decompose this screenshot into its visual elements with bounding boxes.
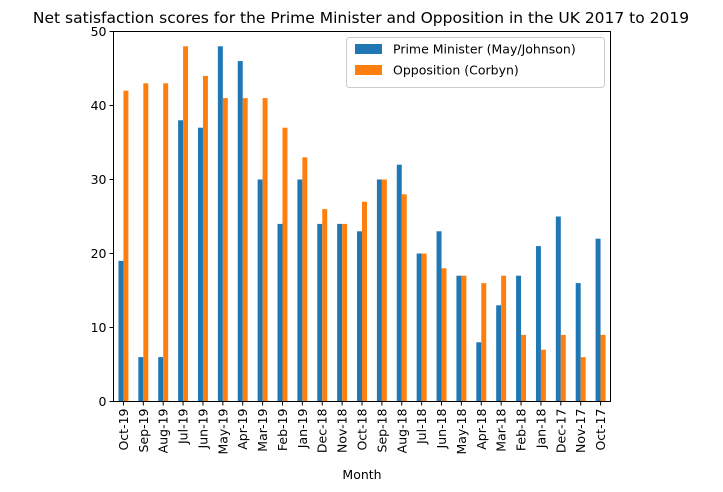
bar-opposition-apr-19 — [242, 98, 248, 402]
bar-opposition-sep-19 — [143, 83, 149, 402]
x-tick-label: Jan-18 — [533, 408, 548, 449]
bar-opposition-nov-17 — [580, 357, 586, 402]
x-tick-label: Oct-18 — [355, 408, 370, 450]
x-tick-label: Mar-18 — [494, 408, 509, 451]
bar-prime-minister-apr-19 — [237, 61, 243, 402]
bar-opposition-feb-18 — [521, 334, 527, 402]
y-axis: 0 10 20 30 40 50 — [91, 24, 114, 409]
x-tick-label: May-18 — [454, 408, 469, 454]
y-tick-label: 40 — [91, 98, 107, 113]
x-tick-label: Jul-18 — [414, 408, 429, 445]
bar-opposition-aug-18 — [401, 194, 407, 402]
bar-prime-minister-dec-17 — [555, 216, 561, 402]
bar-prime-minister-feb-19 — [277, 223, 283, 402]
y-tick-label: 0 — [99, 394, 107, 409]
bar-opposition-feb-19 — [282, 127, 288, 402]
legend-box — [346, 37, 605, 88]
bar-prime-minister-jan-19 — [297, 179, 303, 402]
bar-opposition-jan-18 — [540, 349, 546, 402]
x-tick-label: Apr-18 — [474, 408, 489, 449]
x-tick-label: Oct-17 — [593, 409, 608, 451]
bar-prime-minister-may-19 — [217, 46, 223, 402]
y-tick-label: 20 — [91, 246, 107, 261]
bar-prime-minister-feb-18 — [516, 275, 522, 402]
x-tick-label: Dec-17 — [553, 409, 568, 454]
y-tick-label: 50 — [91, 24, 107, 39]
x-tick-label: Jun-18 — [434, 408, 449, 449]
bar-prime-minister-aug-18 — [396, 164, 402, 402]
bar-opposition-may-18 — [461, 275, 467, 402]
x-tick-label: May-19 — [215, 408, 230, 454]
bar-prime-minister-oct-18 — [357, 231, 362, 402]
legend-swatch-prime-minister — [355, 44, 382, 54]
x-tick-label: Mar-19 — [255, 408, 270, 451]
bar-prime-minister-may-18 — [456, 275, 462, 402]
bar-opposition-mar-19 — [262, 98, 268, 402]
x-axis: Oct-19 Sep-19 Aug-19 Jul-19 Jun-19 May-19 Apr-… — [116, 401, 608, 455]
x-tick-label: Sep-19 — [136, 408, 151, 452]
bar-prime-minister-sep-19 — [138, 357, 144, 402]
x-tick-label: Jan-19 — [295, 408, 310, 449]
bar-prime-minister-oct-19 — [118, 260, 124, 402]
x-tick-label: Apr-19 — [235, 408, 250, 449]
bar-prime-minister-nov-17 — [575, 283, 581, 402]
legend-swatch-opposition — [355, 65, 382, 75]
bar-opposition-apr-18 — [481, 283, 487, 402]
bar-opposition-dec-17 — [560, 334, 566, 402]
legend: Prime Minister (May/Johnson) Opposition … — [346, 37, 605, 88]
bar-opposition-jun-18 — [441, 268, 447, 402]
bar-prime-minister-mar-18 — [496, 305, 502, 402]
bar-opposition-dec-18 — [322, 209, 328, 402]
bar-opposition-sep-18 — [381, 179, 387, 402]
x-axis-label: Month — [342, 467, 381, 482]
bar-prime-minister-jan-18 — [535, 246, 541, 402]
x-tick-label: Jul-19 — [176, 408, 191, 445]
legend-label-prime-minister: Prime Minister (May/Johnson) — [393, 42, 576, 57]
bar-prime-minister-aug-19 — [158, 357, 164, 402]
bar-opposition-jan-19 — [302, 157, 308, 402]
x-tick-label: Jun-19 — [195, 408, 210, 449]
bar-opposition-may-19 — [222, 98, 228, 402]
x-tick-label: Feb-19 — [275, 408, 290, 451]
bar-prime-minister-jun-19 — [197, 127, 203, 402]
x-tick-label: Nov-17 — [573, 409, 588, 453]
bar-prime-minister-nov-18 — [337, 223, 343, 402]
x-tick-label: Aug-19 — [156, 408, 171, 453]
bar-opposition-mar-18 — [501, 275, 507, 402]
y-tick-label: 30 — [91, 172, 107, 187]
bar-prime-minister-oct-17 — [595, 238, 601, 402]
bar-opposition-nov-18 — [342, 223, 348, 402]
bar-prime-minister-dec-18 — [317, 223, 323, 402]
x-tick-label: Feb-18 — [514, 408, 529, 451]
bar-prime-minister-apr-18 — [476, 342, 482, 402]
bar-opposition-oct-18 — [362, 201, 367, 402]
bars-group — [118, 46, 606, 402]
x-tick-label: Sep-18 — [374, 408, 389, 452]
x-tick-label: Aug-18 — [394, 408, 409, 453]
x-tick-label: Nov-18 — [335, 408, 350, 453]
chart-title: Net satisfaction scores for the Prime Mi… — [33, 9, 689, 27]
y-tick-label: 10 — [91, 320, 107, 335]
x-tick-label: Dec-18 — [315, 408, 330, 453]
bar-prime-minister-jul-18 — [416, 253, 422, 402]
bar-opposition-oct-17 — [600, 334, 606, 402]
bar-prime-minister-jul-19 — [178, 120, 184, 402]
bar-opposition-jul-18 — [421, 253, 427, 402]
bar-opposition-jun-19 — [202, 75, 208, 402]
bar-prime-minister-mar-19 — [257, 179, 263, 402]
legend-label-opposition: Opposition (Corbyn) — [393, 63, 519, 78]
bar-opposition-oct-19 — [123, 90, 129, 402]
bar-opposition-jul-19 — [183, 46, 189, 402]
x-tick-label: Oct-19 — [116, 408, 131, 450]
bar-prime-minister-sep-18 — [376, 179, 382, 402]
bar-prime-minister-jun-18 — [436, 231, 442, 402]
bar-opposition-aug-19 — [163, 83, 169, 402]
